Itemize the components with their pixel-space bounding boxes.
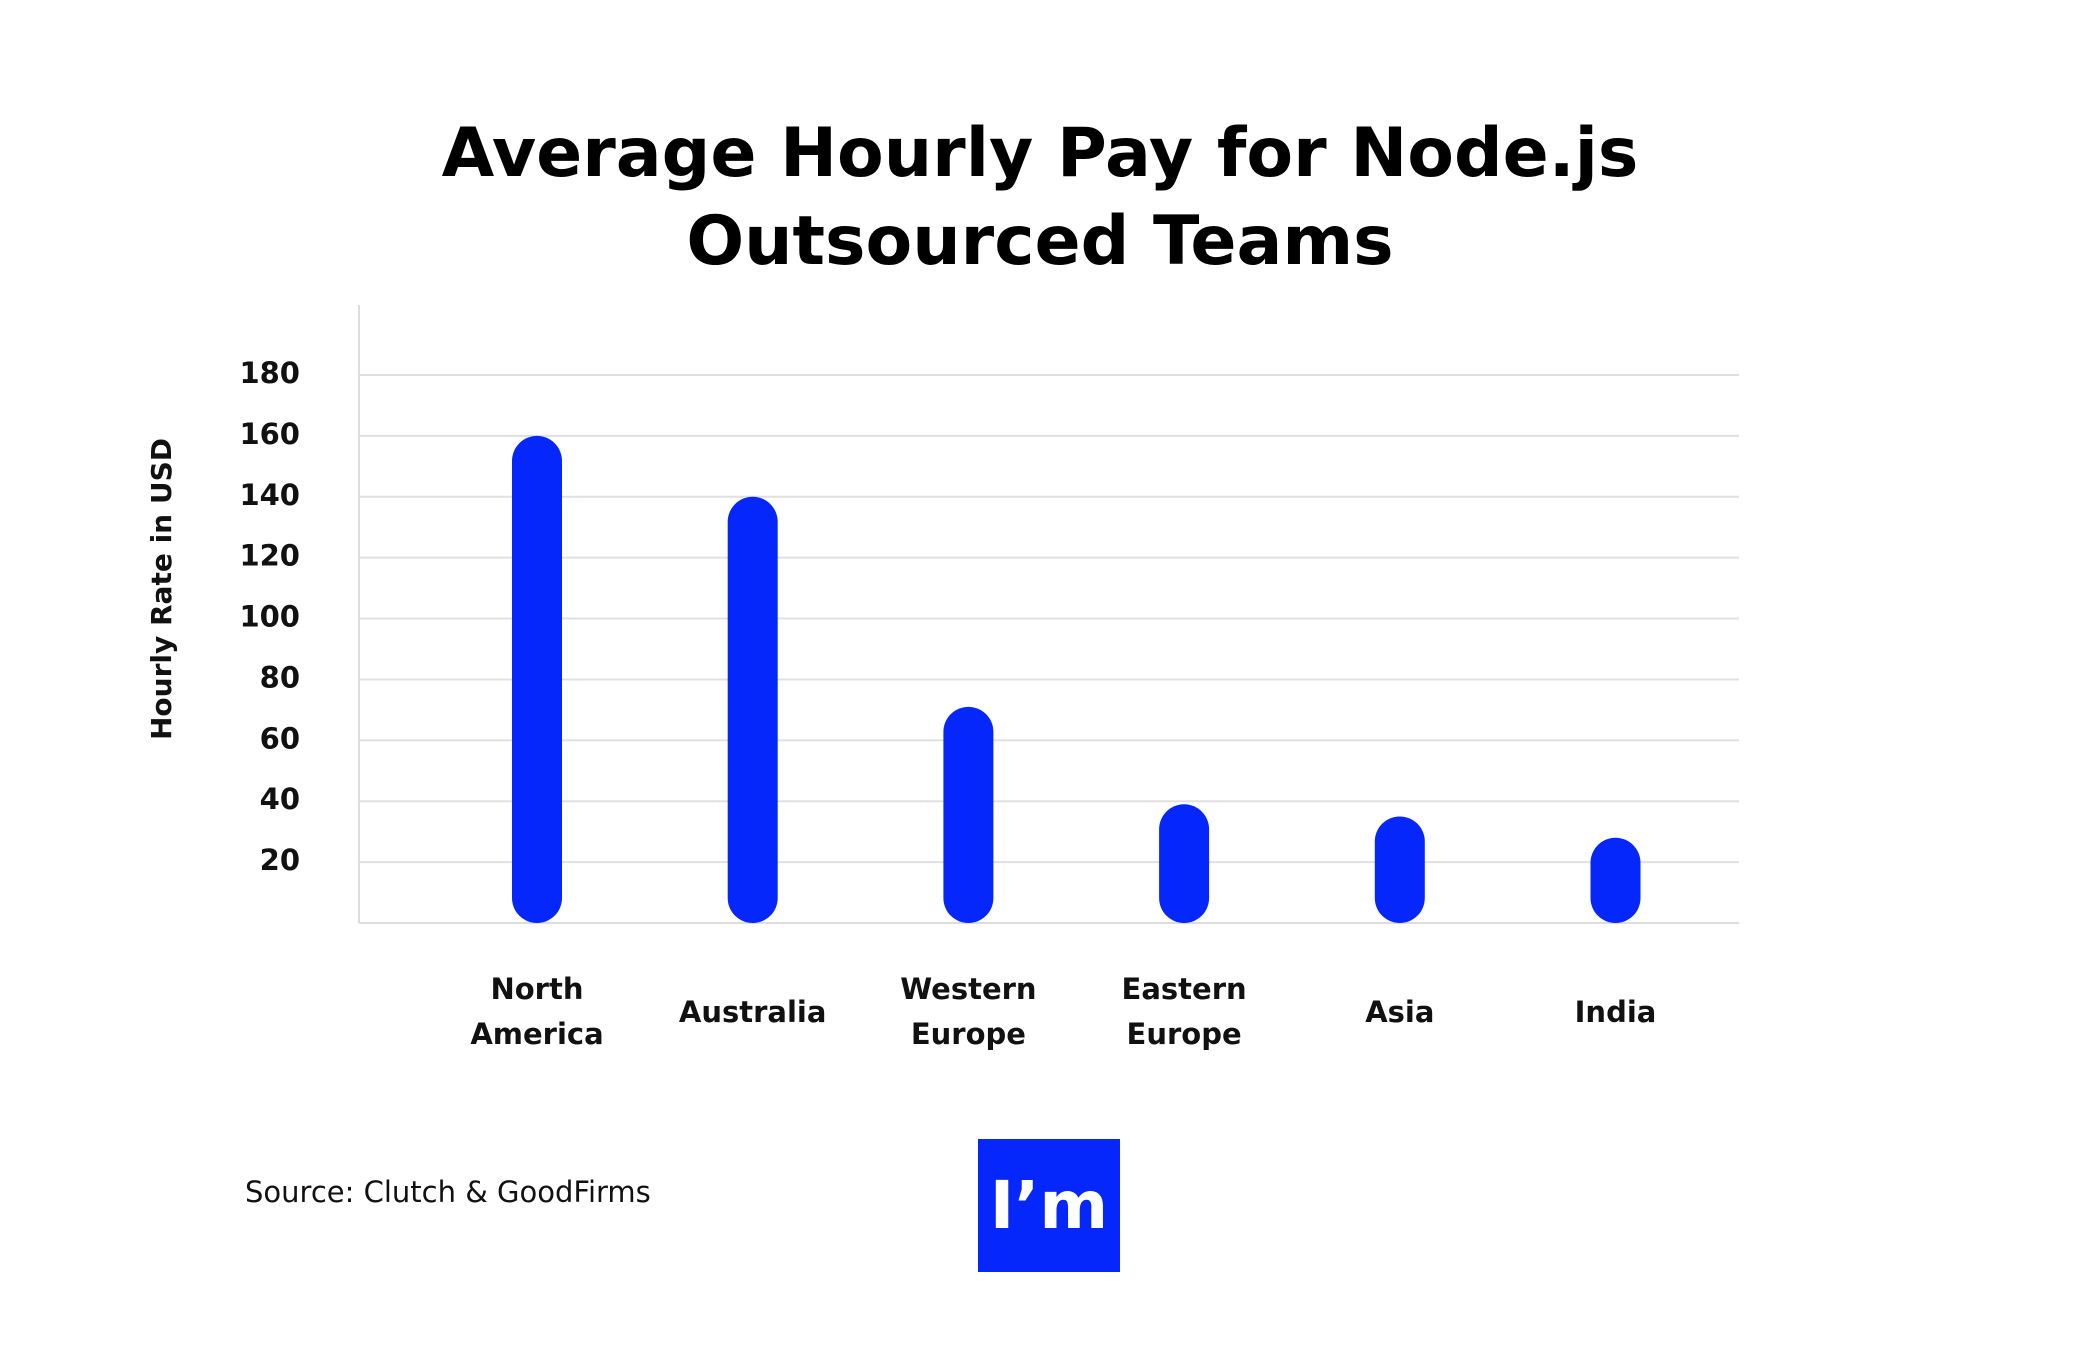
y-axis-label: Hourly Rate in USD bbox=[145, 438, 178, 740]
bar bbox=[1590, 837, 1641, 923]
source: Source: Clutch & GoodFirms bbox=[245, 1175, 651, 1209]
bar bbox=[1159, 804, 1210, 923]
chart-title: Average Hourly Pay for Node.js Outsource… bbox=[441, 114, 1639, 281]
bar bbox=[943, 706, 994, 923]
x-tick-label: Eastern Europe bbox=[1121, 972, 1247, 1051]
x-tick-label: Asia bbox=[1365, 994, 1435, 1029]
x-tick-label: North America bbox=[470, 972, 604, 1051]
y-tick-label: 80 bbox=[260, 660, 300, 694]
y-tick-label: 100 bbox=[239, 600, 300, 634]
x-tick-label: Western Europe bbox=[900, 972, 1037, 1051]
x-tick-label: Australia bbox=[678, 994, 827, 1029]
bar bbox=[512, 435, 562, 923]
y-tick-label: 140 bbox=[239, 478, 300, 512]
y-tick-label: 120 bbox=[239, 539, 300, 573]
y-tick-label: 20 bbox=[260, 843, 300, 877]
y-tick-label: 60 bbox=[260, 721, 300, 755]
x-tick-label: India bbox=[1574, 994, 1657, 1029]
y-tick-label: 180 bbox=[239, 356, 300, 390]
bar bbox=[727, 496, 778, 923]
y-tick-label: 40 bbox=[260, 782, 300, 816]
y-tick-label: 160 bbox=[239, 417, 300, 451]
logo: I’m bbox=[978, 1139, 1120, 1272]
bar bbox=[1374, 816, 1425, 923]
